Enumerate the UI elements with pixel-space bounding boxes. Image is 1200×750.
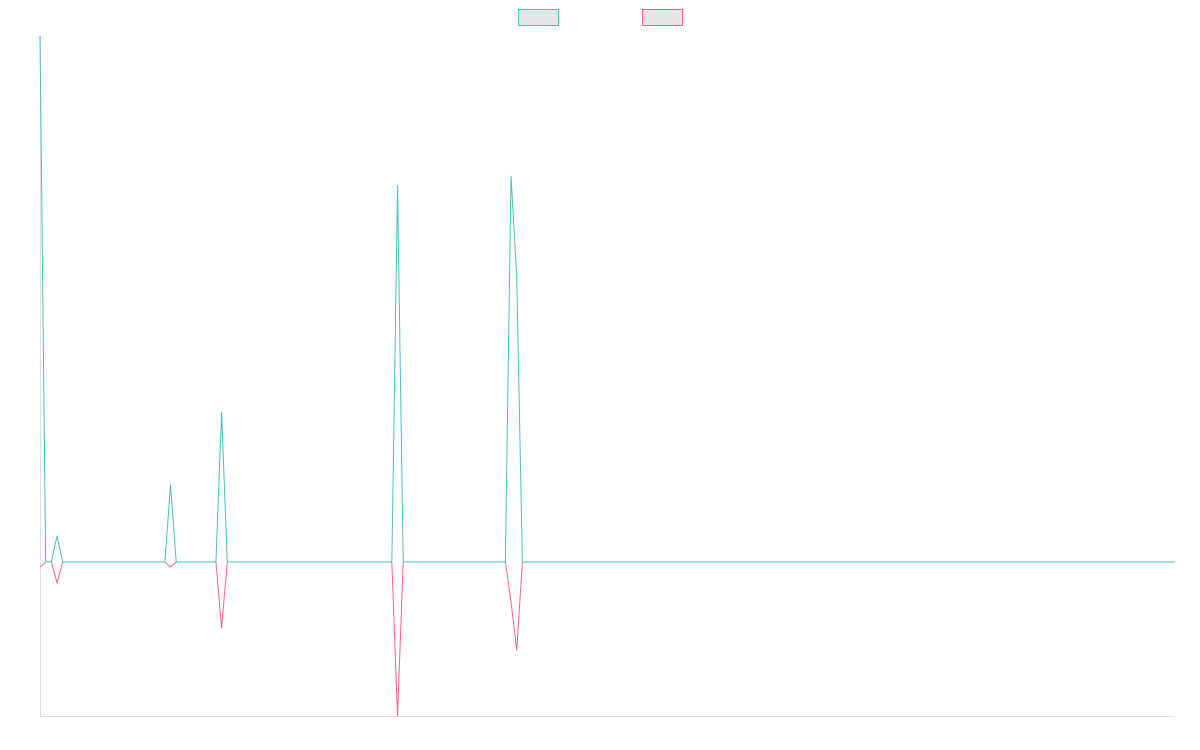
series-line (39, 561, 1175, 717)
series-line (39, 35, 1175, 563)
legend-swatch (642, 9, 683, 26)
legend-swatch (518, 9, 559, 26)
